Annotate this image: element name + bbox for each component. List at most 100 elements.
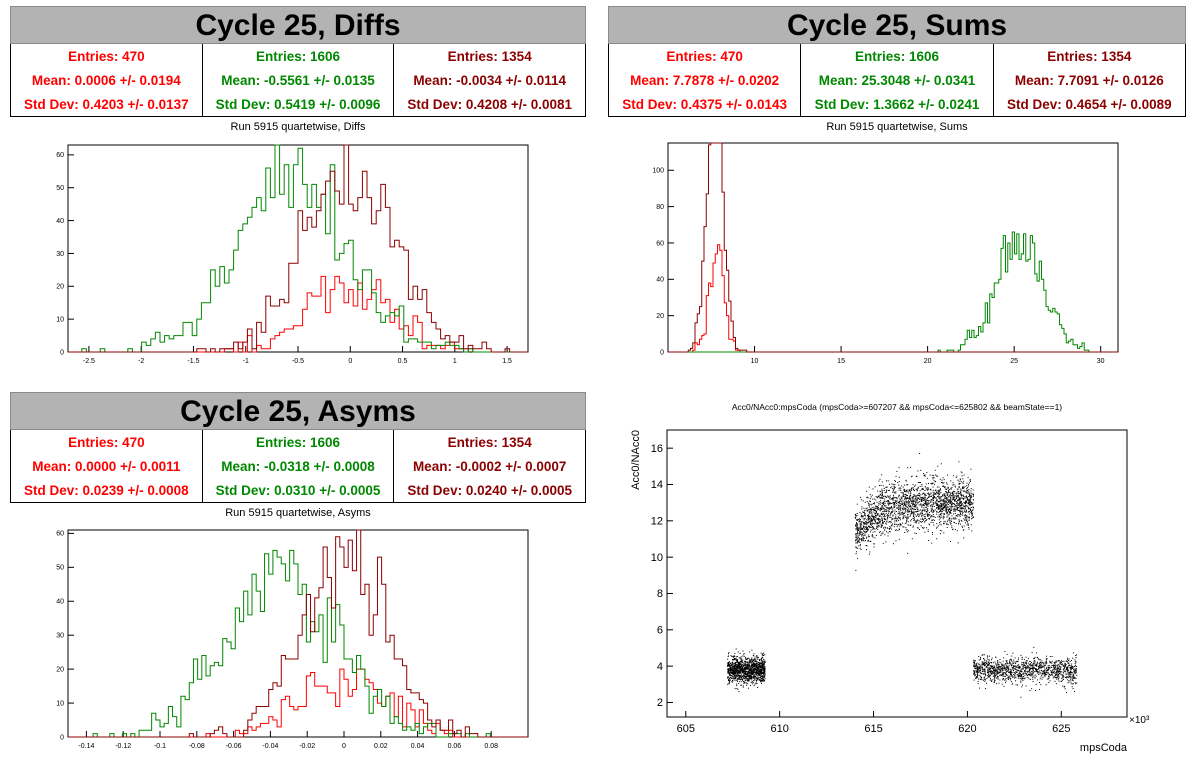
scatter-point (967, 489, 969, 491)
scatter-point (736, 671, 738, 673)
scatter-point (985, 675, 987, 677)
scatter-point (869, 516, 871, 518)
scatter-point (1059, 669, 1061, 671)
scatter-point (981, 667, 983, 669)
scatter-point (868, 536, 870, 538)
scatter-point (903, 512, 905, 514)
scatter-point (919, 498, 921, 500)
scatter-point (861, 535, 863, 537)
scatter-point (733, 657, 735, 659)
scatter-point (884, 502, 886, 504)
scatter-point (931, 519, 933, 521)
scatter-point (968, 526, 970, 528)
scatter-point (910, 506, 912, 508)
scatter-point (868, 506, 870, 508)
scatter-point (996, 671, 998, 673)
scatter-point (763, 661, 765, 663)
scatter-point (957, 479, 959, 481)
scatter-point (857, 527, 859, 529)
scatter-point (1070, 679, 1072, 681)
scatter-point (868, 520, 870, 522)
scatter-point (938, 495, 940, 497)
scatter-point (906, 509, 908, 511)
scatter-point (976, 673, 978, 675)
scatter-point (929, 505, 931, 507)
scatter-point (755, 667, 757, 669)
scatter-point (728, 661, 730, 663)
scatter-point (1003, 685, 1005, 687)
scatter-point (951, 503, 953, 505)
scatter-point (994, 667, 996, 669)
scatter-point (903, 491, 905, 493)
scatter-point (742, 686, 744, 688)
scatter-point (751, 667, 753, 669)
stat-entries: Entries: 470 (68, 48, 145, 64)
scatter-point (1063, 664, 1065, 666)
scatter-point (881, 520, 883, 522)
x-tick-label: -0.04 (262, 743, 278, 750)
scatter-point (917, 514, 919, 516)
scatter-point (1052, 677, 1054, 679)
scatter-point (922, 504, 924, 506)
scatter-point (869, 494, 871, 496)
scatter-point (1066, 676, 1068, 678)
scatter-point (1032, 678, 1034, 680)
scatter-point (1010, 670, 1012, 672)
scatter-point (1070, 676, 1072, 678)
scatter-point (1026, 668, 1028, 670)
scatter-point (1027, 671, 1029, 673)
scatter-point (949, 491, 951, 493)
scatter-point (884, 534, 886, 536)
scatter-point (1011, 661, 1013, 663)
scatter-point (991, 670, 993, 672)
scatter-point (751, 658, 753, 660)
scatter-point (964, 496, 966, 498)
scatter-point (933, 477, 935, 479)
scatter-point (977, 680, 979, 682)
scatter-point (750, 670, 752, 672)
scatter-point (761, 668, 763, 670)
scatter-point (757, 666, 759, 668)
scatter-point (756, 672, 758, 674)
scatter-point (757, 671, 759, 673)
scatter-point (738, 677, 740, 679)
scatter-point (1029, 671, 1031, 673)
scatter-point (887, 514, 889, 516)
scatter-point (863, 523, 865, 525)
scatter-point (992, 667, 994, 669)
scatter-point (926, 527, 928, 529)
scatter-point (753, 679, 755, 681)
scatter-point (1017, 675, 1019, 677)
scatter-point (978, 671, 980, 673)
scatter-point (859, 511, 861, 513)
scatter-point (994, 675, 996, 677)
scatter-point (965, 522, 967, 524)
scatter-point (741, 665, 743, 667)
scatter-point (968, 513, 970, 515)
scatter-point (1010, 658, 1012, 660)
scatter-point (915, 484, 917, 486)
scatter-point (904, 511, 906, 513)
scatter-point (1041, 674, 1043, 676)
scatter-point (952, 494, 954, 496)
scatter-point (948, 490, 950, 492)
scatter-point (925, 519, 927, 521)
scatter-point (873, 508, 875, 510)
scatter-point (886, 520, 888, 522)
scatter-point (735, 667, 737, 669)
scatter-point (928, 487, 930, 489)
scatter-point (728, 672, 730, 674)
scatter-point (900, 489, 902, 491)
scatter-point (886, 507, 888, 509)
scatter-point (751, 669, 753, 671)
scatter-point (1049, 661, 1051, 663)
scatter-point (924, 475, 926, 477)
scatter-point (982, 654, 984, 656)
scatter-point (894, 523, 896, 525)
scatter-point (939, 505, 941, 507)
scatter-point (861, 515, 863, 517)
scatter-point (859, 520, 861, 522)
scatter-point (1030, 663, 1032, 665)
scatter-point (1021, 664, 1023, 666)
scatter-point (750, 667, 752, 669)
